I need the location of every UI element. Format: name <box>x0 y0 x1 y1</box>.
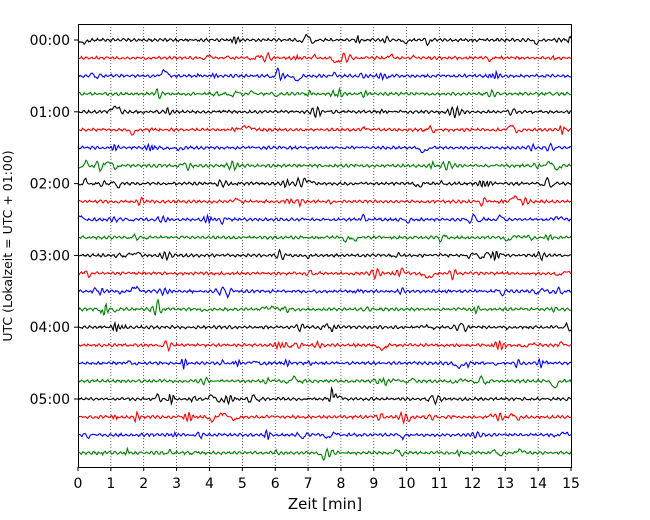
seismogram-trace <box>77 142 572 154</box>
y-tick-label: 01:00 <box>30 105 70 121</box>
x-axis-ticks: 0 1 2 3 4 5 6 7 8 9 10 11 12 13 14 15 <box>74 467 580 492</box>
x-tick-label: 11 <box>431 476 449 492</box>
seismogram-trace <box>77 104 572 119</box>
x-tick-label: 15 <box>562 476 580 492</box>
y-axis-label: UTC (Lokalzeit = UTC + 01:00) <box>0 150 15 341</box>
seismogram-trace <box>77 320 572 333</box>
x-tick-label: 13 <box>496 476 514 492</box>
seismogram-trace <box>77 339 572 353</box>
x-tick-label: 14 <box>529 476 547 492</box>
y-tick-label: 00:00 <box>30 33 70 49</box>
x-tick-label: 2 <box>139 476 148 492</box>
seismogram-trace <box>77 446 572 462</box>
seismogram-trace <box>77 176 572 189</box>
y-tick-label: 03:00 <box>30 248 70 264</box>
seismogram-trace <box>77 357 572 370</box>
seismogram-trace <box>77 66 572 82</box>
seismogram-trace <box>77 51 572 64</box>
y-axis-ticks: 00:00 01:00 02:00 03:00 04:00 05:00 <box>30 33 78 408</box>
seismogram-trace <box>77 248 572 262</box>
seismogram-trace <box>77 33 572 47</box>
seismogram-trace <box>77 298 572 316</box>
seismogram-trace <box>77 375 572 389</box>
seismogram-trace <box>77 213 572 226</box>
y-tick-label: 02:00 <box>30 177 70 193</box>
x-tick-label: 7 <box>304 476 313 492</box>
x-tick-label: 8 <box>336 476 345 492</box>
seismogram-trace <box>77 86 572 100</box>
seismogram-trace <box>77 428 572 441</box>
seismogram-trace <box>77 410 572 425</box>
vertical-grid-lines <box>110 24 539 467</box>
seismogram-traces <box>77 33 572 462</box>
x-tick-label: 0 <box>74 476 83 492</box>
y-tick-label: 04:00 <box>30 320 70 336</box>
plot-frame <box>78 24 572 468</box>
x-tick-label: 4 <box>205 476 214 492</box>
x-tick-label: 5 <box>238 476 247 492</box>
x-tick-label: 9 <box>369 476 378 492</box>
seismogram-trace <box>77 386 572 406</box>
x-tick-label: 10 <box>398 476 416 492</box>
seismogram-trace <box>77 267 572 281</box>
seismogram-trace <box>77 124 572 136</box>
x-tick-label: 6 <box>271 476 280 492</box>
y-tick-label: 05:00 <box>30 392 70 408</box>
x-tick-label: 3 <box>172 476 181 492</box>
x-axis-label: Zeit [min] <box>288 495 362 513</box>
x-tick-label: 12 <box>463 476 481 492</box>
seismogram-trace <box>77 159 572 173</box>
x-tick-label: 1 <box>106 476 115 492</box>
seismogram-trace <box>77 232 572 244</box>
seismogram-trace <box>77 285 572 300</box>
seismogram-trace <box>77 195 572 208</box>
